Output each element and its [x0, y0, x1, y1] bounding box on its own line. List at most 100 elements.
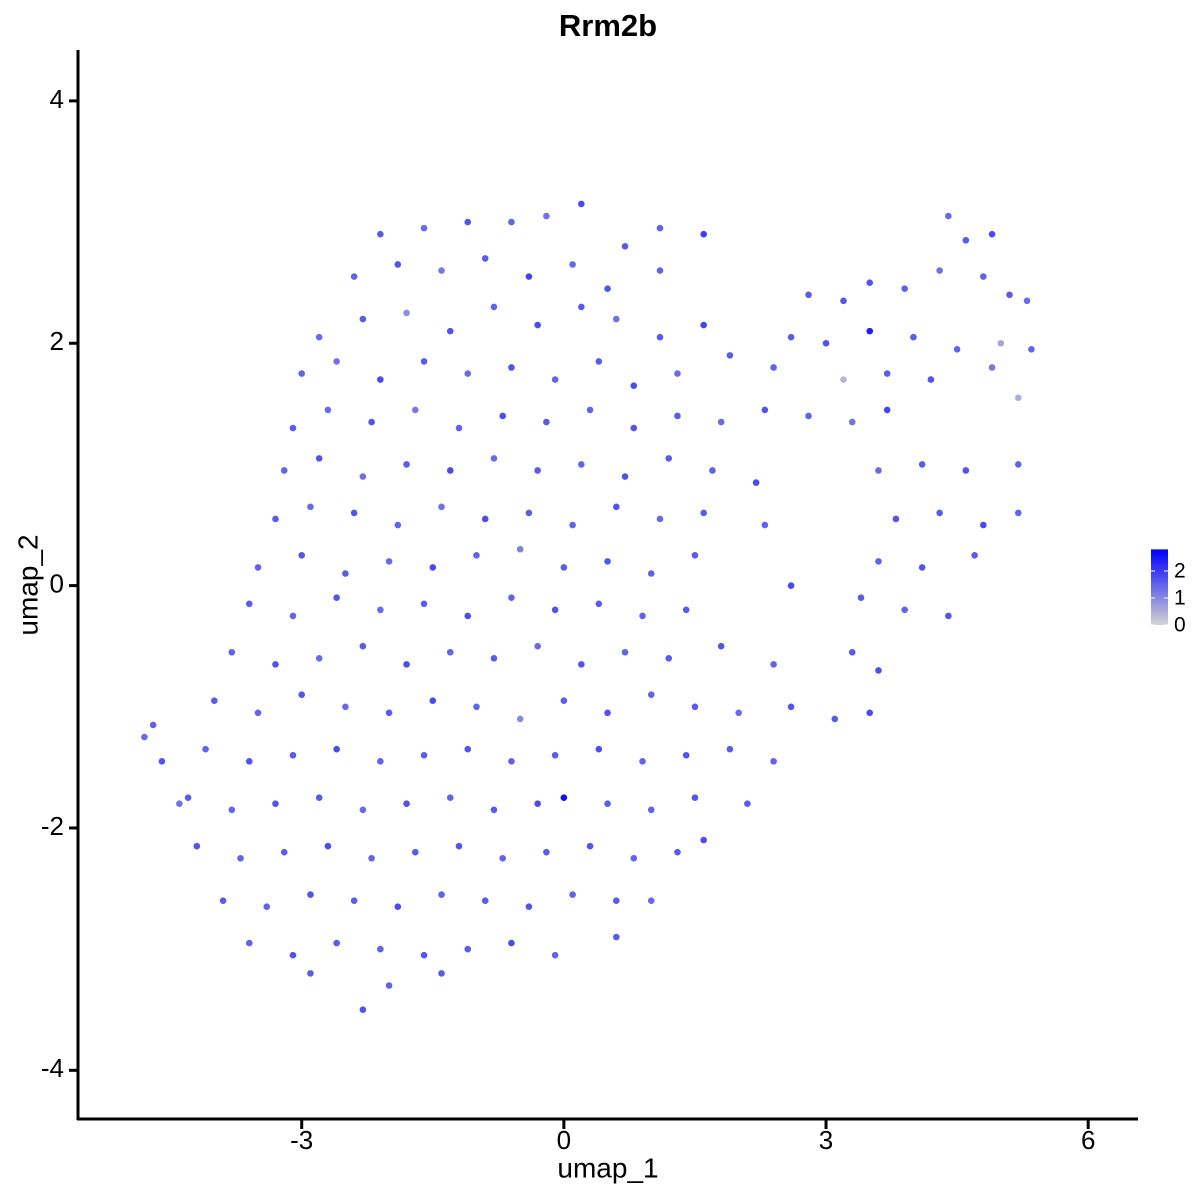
point — [473, 703, 480, 711]
point — [604, 800, 611, 808]
point — [315, 333, 323, 341]
point — [595, 745, 603, 753]
point — [481, 255, 489, 262]
point — [604, 285, 611, 293]
point — [953, 346, 961, 353]
point — [866, 327, 874, 335]
point — [377, 758, 384, 765]
point — [158, 758, 166, 765]
point — [997, 339, 1005, 347]
point — [551, 376, 559, 383]
point — [656, 333, 664, 341]
x-axis-title: umap_1 — [557, 1152, 658, 1183]
point — [254, 709, 262, 717]
point — [883, 406, 891, 414]
point — [691, 794, 699, 801]
point — [289, 424, 297, 432]
point — [499, 412, 506, 420]
point — [578, 200, 585, 208]
point — [962, 467, 970, 474]
point — [508, 218, 515, 226]
point — [744, 800, 751, 808]
point — [403, 661, 410, 668]
point — [805, 291, 812, 299]
point — [752, 479, 760, 486]
point — [787, 582, 795, 589]
point — [840, 297, 847, 305]
point — [560, 564, 568, 571]
point — [875, 558, 882, 565]
y-tick-label: 0 — [50, 568, 64, 598]
point — [560, 794, 568, 801]
point — [455, 424, 463, 432]
point — [438, 970, 445, 977]
point — [455, 842, 463, 850]
point — [508, 594, 515, 602]
point — [481, 897, 489, 904]
point — [980, 521, 987, 529]
y-tick-label: 2 — [50, 326, 64, 356]
point — [508, 939, 515, 947]
point — [1023, 297, 1031, 305]
point — [141, 733, 148, 741]
point — [315, 655, 323, 662]
point — [1028, 346, 1035, 353]
point — [674, 848, 681, 856]
point — [656, 515, 664, 523]
point — [595, 600, 603, 608]
point — [464, 612, 472, 620]
point — [394, 261, 402, 268]
point — [787, 703, 795, 711]
x-tick-label: 6 — [1081, 1125, 1095, 1155]
point — [569, 261, 576, 268]
point — [237, 854, 244, 862]
point — [307, 891, 314, 898]
point — [787, 333, 795, 341]
colorbar-tick-label: 1 — [1174, 587, 1186, 610]
point — [988, 230, 996, 238]
point — [403, 309, 410, 317]
point — [464, 218, 472, 226]
point — [272, 800, 279, 808]
point — [586, 406, 594, 414]
colorbar-tick-label: 2 — [1174, 560, 1186, 583]
point — [385, 709, 393, 717]
point — [446, 327, 454, 335]
point — [385, 982, 393, 989]
point — [429, 697, 437, 705]
point — [569, 521, 576, 529]
point — [621, 648, 629, 656]
point — [184, 794, 192, 801]
point — [359, 315, 367, 323]
colorbar-tick-label: 0 — [1174, 614, 1186, 637]
point — [901, 285, 908, 293]
point — [228, 806, 236, 814]
point — [630, 382, 638, 389]
point — [272, 661, 279, 668]
point — [988, 364, 996, 371]
point — [377, 945, 384, 953]
point — [621, 473, 629, 480]
chart-title: Rrm2b — [559, 8, 657, 43]
point — [717, 642, 725, 650]
point — [315, 794, 323, 801]
point — [735, 709, 742, 717]
point — [534, 800, 541, 808]
point — [438, 503, 445, 511]
point — [805, 412, 812, 420]
point — [551, 951, 559, 959]
point — [962, 236, 970, 244]
point — [918, 564, 926, 571]
point — [315, 455, 323, 462]
point — [508, 758, 515, 765]
point — [490, 455, 498, 462]
point — [945, 612, 952, 620]
point — [717, 418, 725, 426]
point — [245, 600, 253, 608]
point — [936, 267, 943, 274]
point — [534, 467, 541, 474]
point — [403, 461, 410, 468]
colorbar — [1151, 549, 1168, 625]
point — [516, 715, 524, 723]
point — [298, 552, 306, 559]
